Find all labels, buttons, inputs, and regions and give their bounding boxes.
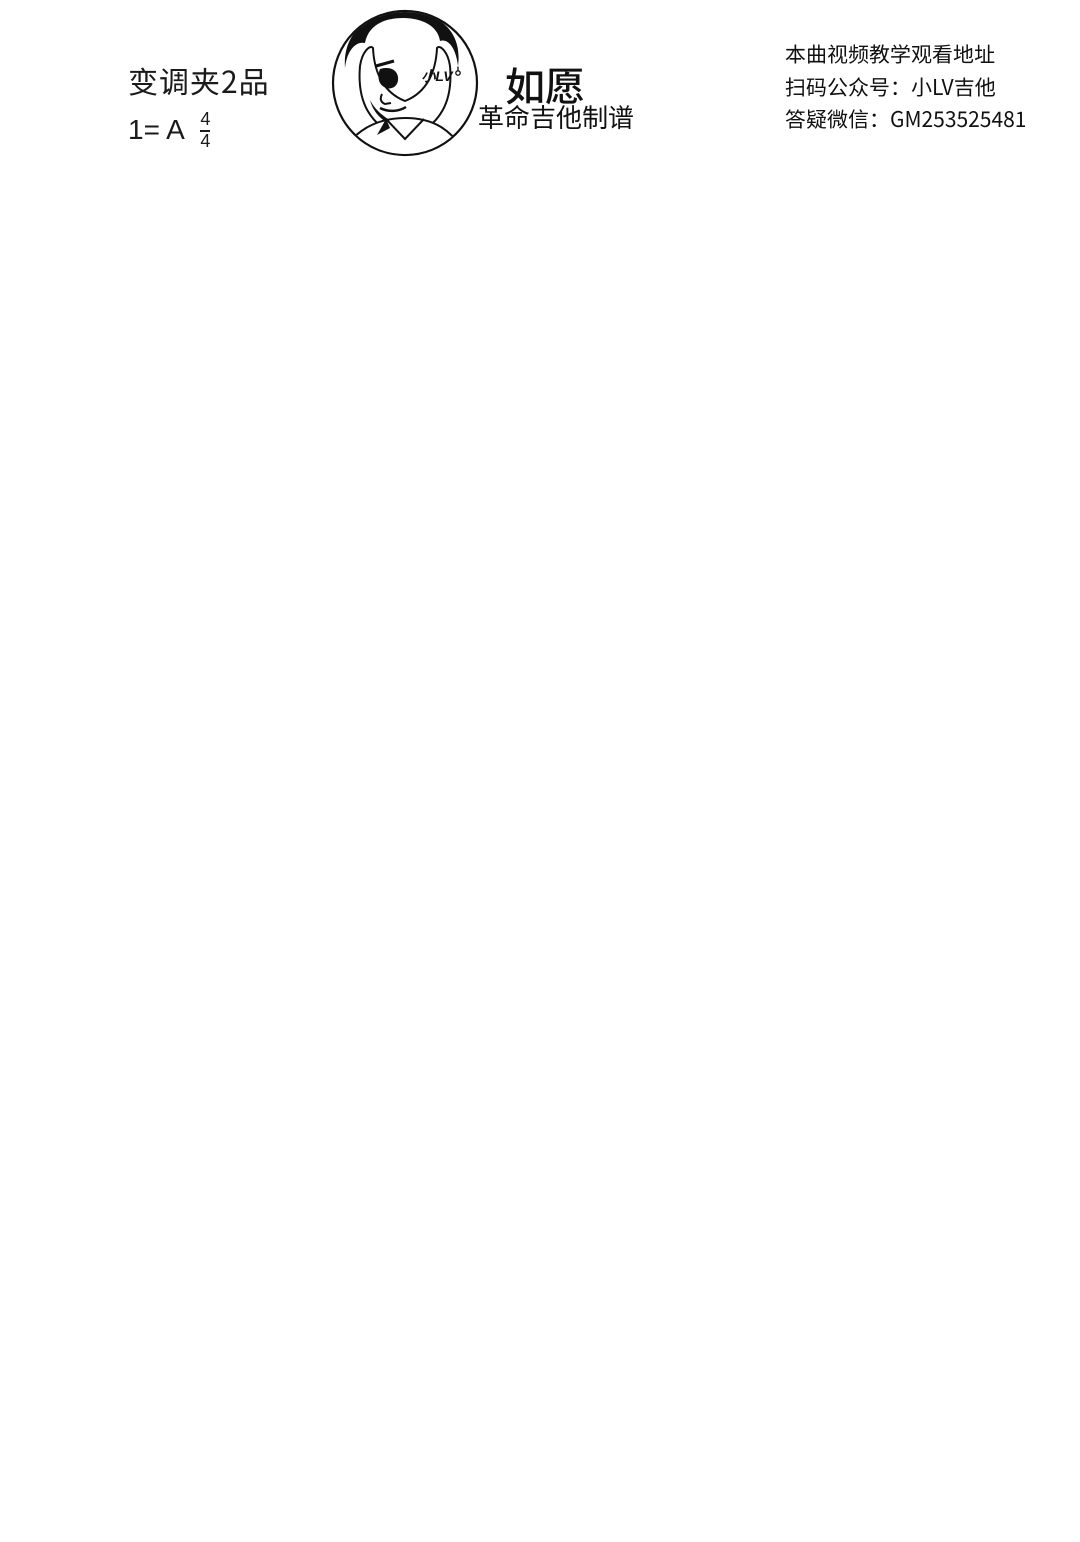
svg-text:小LV: 小LV xyxy=(421,68,454,84)
